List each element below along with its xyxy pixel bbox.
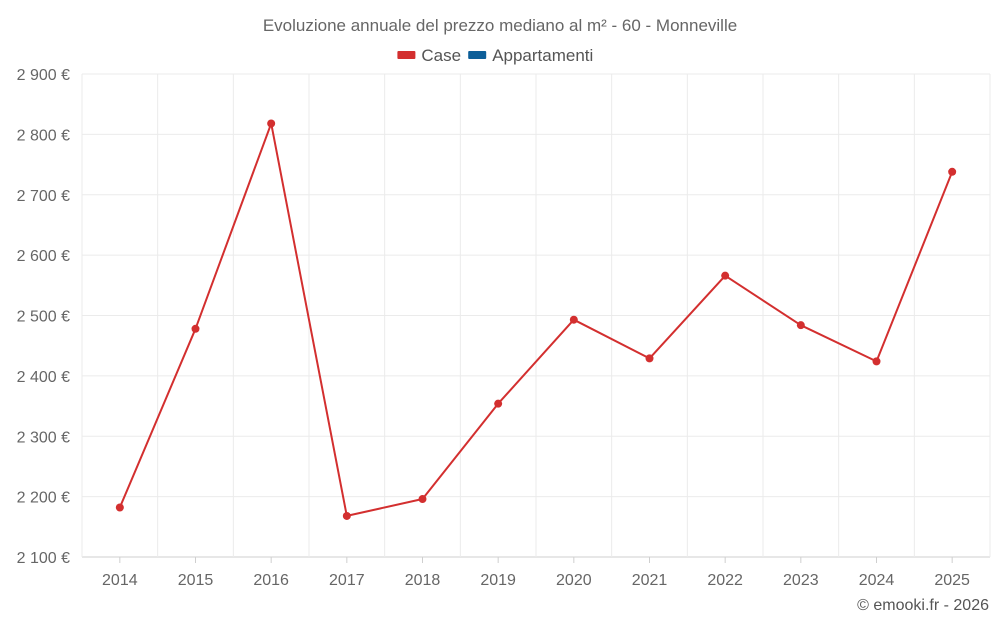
y-tick-label: 2 800 € bbox=[17, 127, 70, 144]
legend-item[interactable]: Case bbox=[397, 46, 461, 65]
data-point[interactable] bbox=[494, 399, 503, 408]
data-point[interactable] bbox=[191, 324, 200, 333]
y-tick-label: 2 900 € bbox=[17, 67, 70, 84]
legend-swatch bbox=[397, 51, 416, 59]
x-tick-label: 2025 bbox=[934, 572, 970, 589]
data-point[interactable] bbox=[115, 503, 124, 512]
x-axis: 2014 2015 2016 2017 2018 2019 2020 2021 2022 2023… bbox=[102, 557, 970, 589]
credit-text: © emooki.fr - 2026 bbox=[857, 597, 989, 614]
data-point[interactable] bbox=[645, 354, 654, 363]
x-tick-label: 2020 bbox=[556, 572, 592, 589]
y-axis: 2 100 € 2 200 € 2 300 € 2 400 € 2 500 € 2 600… bbox=[17, 67, 70, 567]
x-tick-label: 2015 bbox=[178, 572, 214, 589]
y-tick-label: 2 400 € bbox=[17, 369, 70, 386]
x-tick-label: 2014 bbox=[102, 572, 138, 589]
y-tick-label: 2 300 € bbox=[17, 429, 70, 446]
x-tick-label: 2021 bbox=[632, 572, 668, 589]
x-tick-label: 2024 bbox=[859, 572, 895, 589]
legend-swatch bbox=[468, 51, 487, 59]
legend-item[interactable]: Appartamenti bbox=[468, 46, 593, 65]
data-point[interactable] bbox=[418, 495, 427, 504]
x-tick-label: 2023 bbox=[783, 572, 819, 589]
x-tick-label: 2016 bbox=[253, 572, 289, 589]
y-tick-label: 2 700 € bbox=[17, 188, 70, 205]
data-point[interactable] bbox=[569, 315, 578, 324]
x-tick-label: 2017 bbox=[329, 572, 365, 589]
series-line bbox=[118, 122, 954, 517]
legend-label: Case bbox=[421, 46, 461, 65]
y-tick-label: 2 600 € bbox=[17, 248, 70, 265]
x-tick-label: 2019 bbox=[480, 572, 516, 589]
y-tick-label: 2 100 € bbox=[17, 550, 70, 567]
data-point[interactable] bbox=[796, 321, 805, 330]
x-tick-label: 2018 bbox=[405, 572, 441, 589]
x-tick-label: 2022 bbox=[707, 572, 743, 589]
legend-label: Appartamenti bbox=[492, 46, 593, 65]
data-point[interactable] bbox=[721, 271, 730, 280]
series-layer bbox=[115, 119, 957, 520]
y-tick-label: 2 500 € bbox=[17, 309, 70, 326]
y-tick-label: 2 200 € bbox=[17, 490, 70, 507]
data-point[interactable] bbox=[267, 119, 276, 128]
data-point[interactable] bbox=[872, 357, 881, 366]
legend: Case Appartamenti bbox=[397, 46, 593, 65]
grid bbox=[81, 73, 991, 558]
chart-title: Evoluzione annuale del prezzo mediano al… bbox=[263, 16, 737, 35]
data-point[interactable] bbox=[342, 511, 351, 520]
data-point[interactable] bbox=[948, 167, 957, 176]
